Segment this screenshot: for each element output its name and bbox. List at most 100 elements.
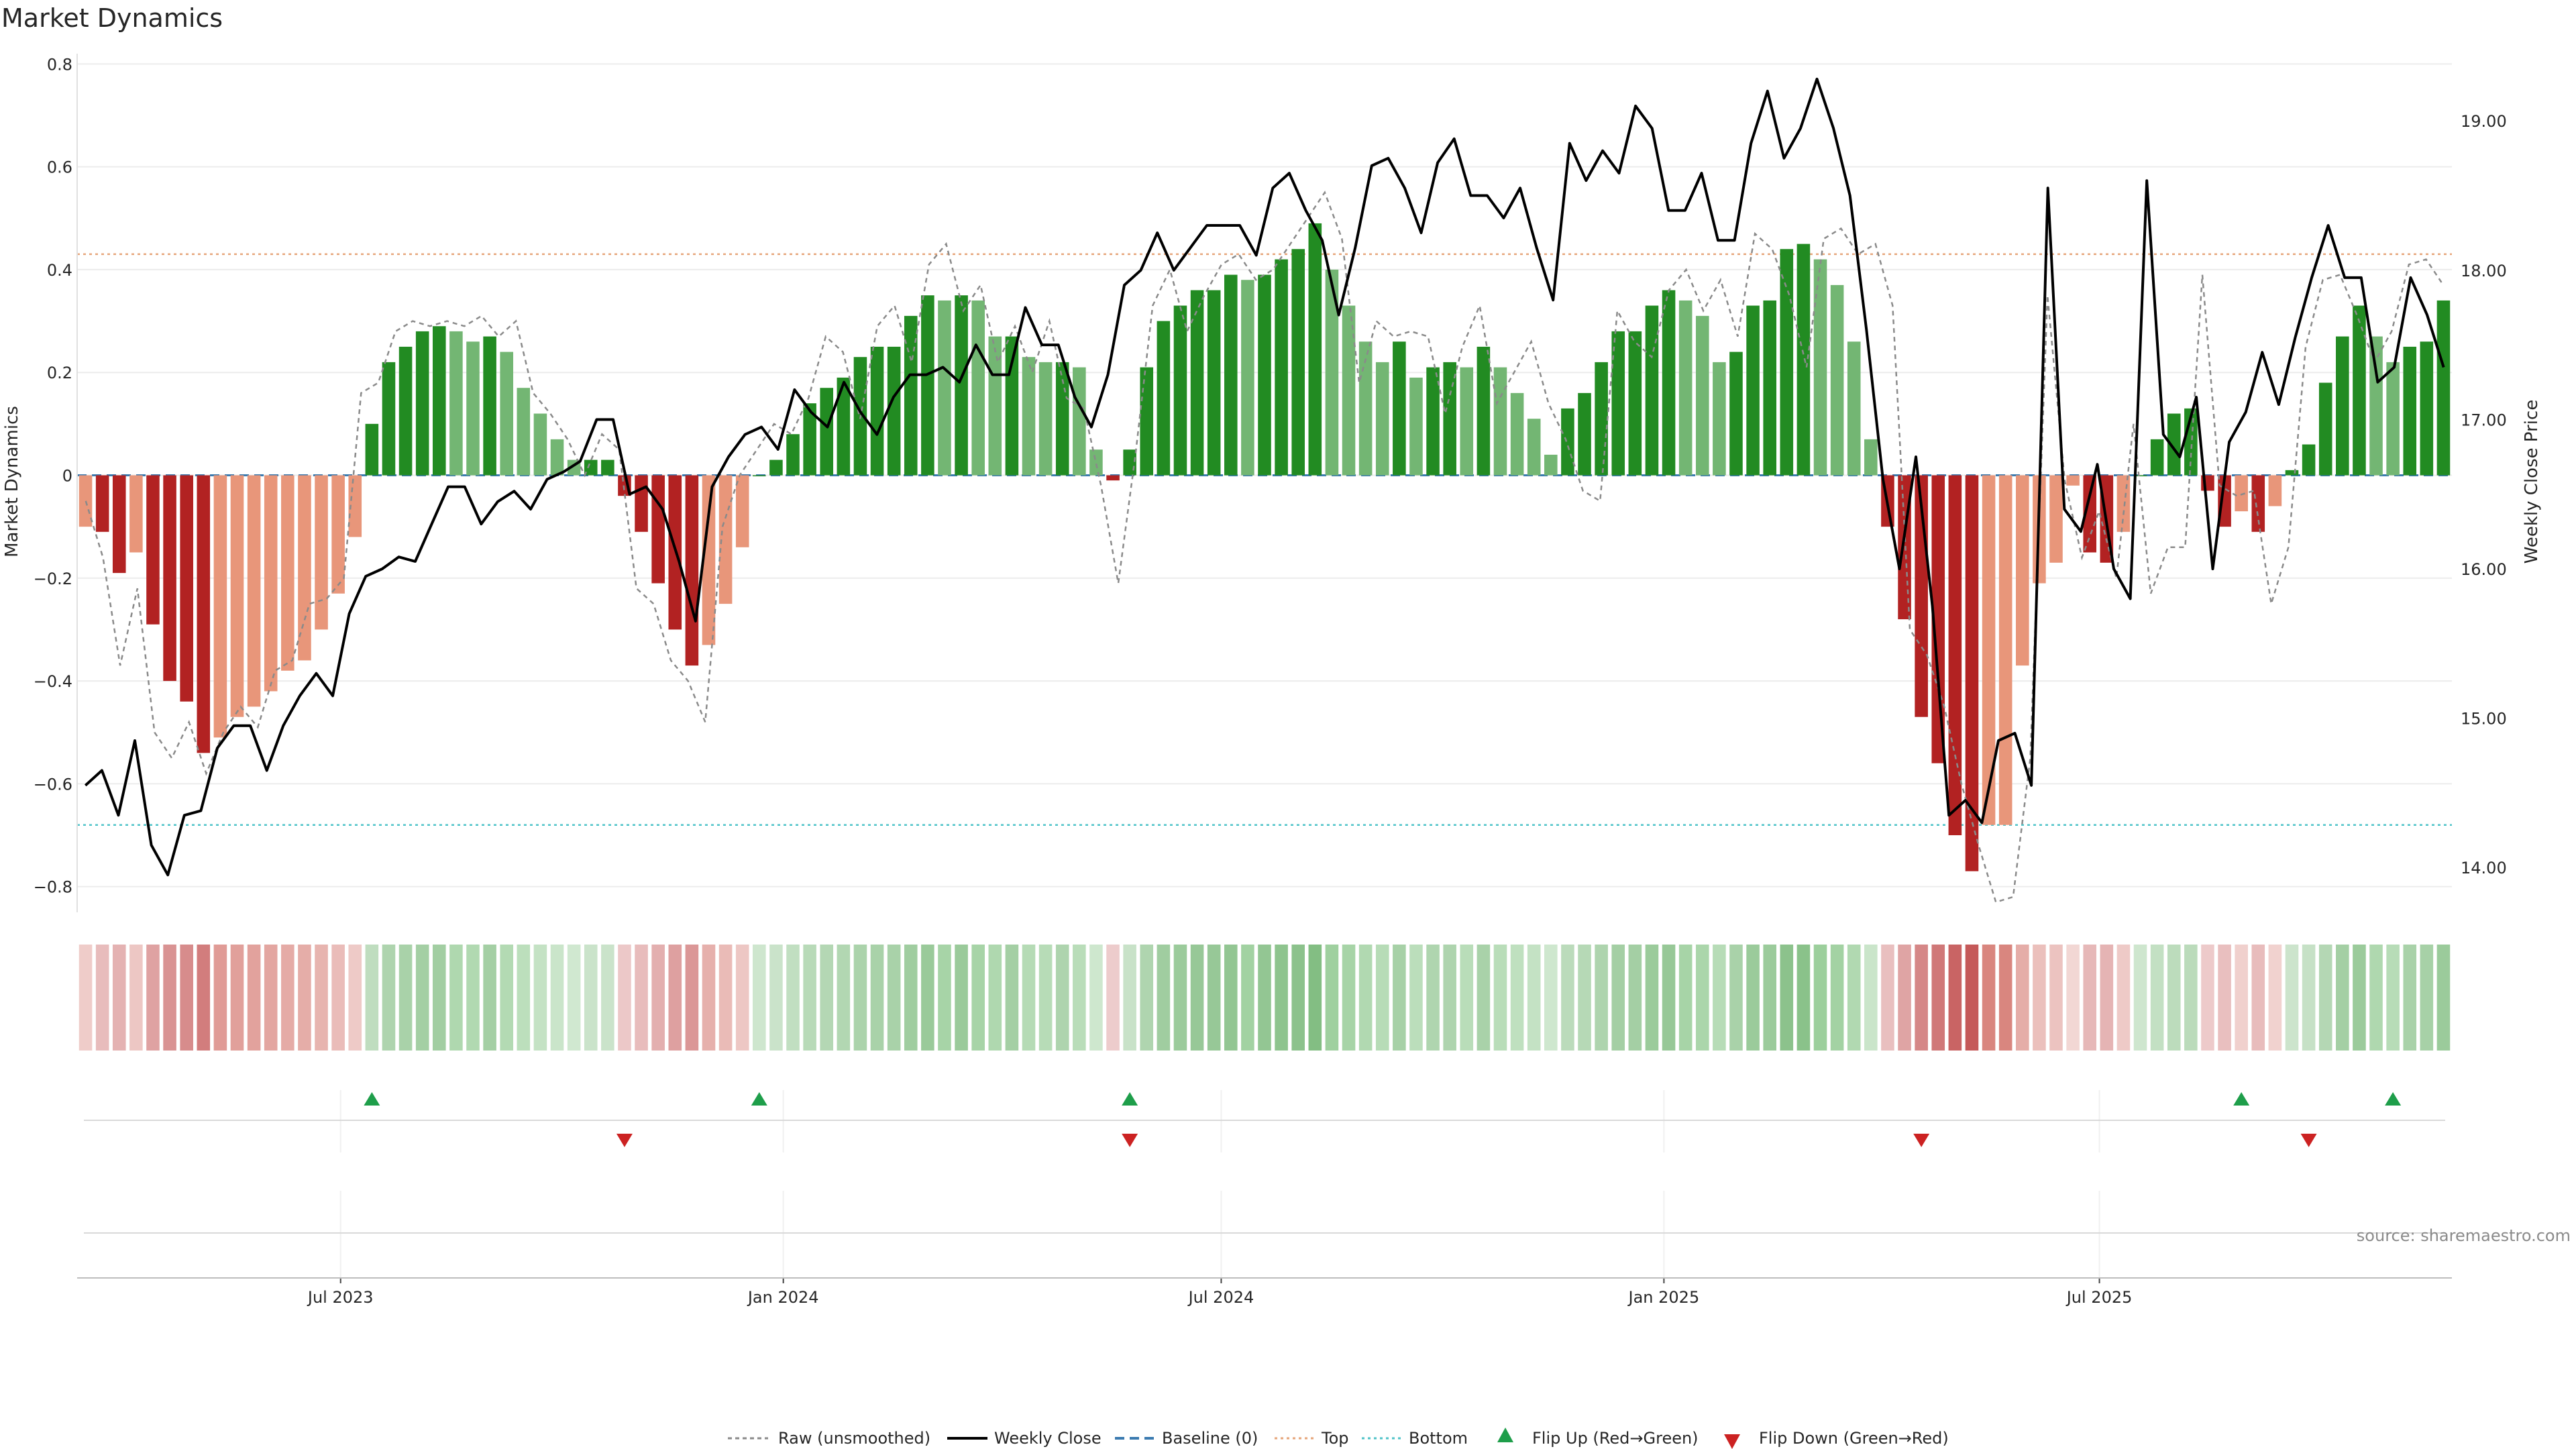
chart-title: Market Dynamics <box>1 3 223 33</box>
regime-cell <box>1578 945 1591 1051</box>
regime-cell <box>2386 945 2400 1051</box>
regime-cell <box>112 945 126 1051</box>
regime-cell <box>129 945 143 1051</box>
bar <box>2235 475 2248 512</box>
bar <box>1409 377 1423 476</box>
bar <box>415 331 429 476</box>
bar <box>2268 475 2282 506</box>
regime-cell <box>718 945 733 1051</box>
flip-markers <box>364 1092 2402 1147</box>
regime-cell <box>2436 945 2451 1051</box>
bar <box>2015 475 2029 666</box>
bar <box>1527 419 1541 476</box>
legend: Raw (unsmoothed) Weekly Close Baseline (… <box>728 1428 1949 1449</box>
bar <box>550 439 564 476</box>
bar <box>2403 346 2417 476</box>
regime-cell <box>2235 945 2248 1051</box>
bar <box>921 295 934 476</box>
regime-cell <box>1998 945 2012 1051</box>
regime-cell <box>1982 945 1996 1051</box>
y-tick-label-left: 0.8 <box>47 55 72 74</box>
regime-cell <box>517 945 531 1051</box>
bar <box>2116 475 2131 532</box>
bar <box>2285 470 2299 476</box>
weekly-close-line <box>84 77 2445 877</box>
y-tick-label-left: −0.8 <box>34 878 72 897</box>
regime-cell <box>533 945 547 1051</box>
bar <box>449 331 463 476</box>
bar <box>1611 331 1625 476</box>
bar <box>1746 305 1760 476</box>
x-tick-label: Jul 2024 <box>1187 1288 1254 1307</box>
bar <box>1375 362 1389 476</box>
regime-cell <box>2133 945 2147 1051</box>
regime-cell <box>1662 945 1676 1051</box>
bar <box>95 475 109 532</box>
bar <box>163 475 176 682</box>
regime-cell <box>78 945 93 1051</box>
flip-up-marker <box>2233 1092 2250 1106</box>
bar <box>584 460 598 476</box>
bar <box>1308 223 1322 476</box>
y-tick-label-right: 18.00 <box>2461 262 2507 280</box>
regime-cell <box>2033 945 2046 1051</box>
flip-down-marker <box>616 1134 633 1147</box>
bar <box>1561 408 1574 476</box>
bar <box>971 300 985 476</box>
flip-up-marker <box>364 1092 380 1106</box>
bar <box>685 475 699 666</box>
bar <box>2167 413 2181 476</box>
bar <box>1595 362 1608 476</box>
regime-cell <box>2403 945 2417 1051</box>
bar <box>1713 362 1726 476</box>
bar <box>1393 341 1406 476</box>
regime-cell <box>2066 945 2080 1051</box>
y-tick-label-right: 17.00 <box>2461 411 2507 429</box>
regime-cell <box>1813 945 1827 1051</box>
bar <box>146 475 160 625</box>
bar <box>2386 362 2400 476</box>
bar <box>230 475 244 717</box>
legend-flip-up-swatch <box>1497 1428 1513 1442</box>
bar <box>1055 362 1069 476</box>
regime-cell <box>769 945 783 1051</box>
y-tick-label-left: 0.4 <box>47 261 72 280</box>
regime-cell <box>1931 945 1945 1051</box>
regime-cell <box>651 945 665 1051</box>
regime-cell <box>702 945 716 1051</box>
bar <box>1695 315 1709 476</box>
bar <box>483 336 496 476</box>
flip-up-marker <box>2385 1092 2402 1106</box>
bar <box>955 295 968 476</box>
regime-cell <box>1275 945 1288 1051</box>
y-tick-label-left: 0 <box>62 467 72 486</box>
y-tick-label-left: 0.2 <box>47 364 72 382</box>
x-tick-label: Jul 2025 <box>2065 1288 2133 1307</box>
bar <box>769 460 783 476</box>
flip-down-marker <box>1913 1134 1930 1147</box>
bar <box>2251 475 2265 532</box>
bar <box>1173 305 1187 476</box>
regime-cell <box>1038 945 1053 1051</box>
regime-cell <box>635 945 648 1051</box>
x-tick-label: Jul 2023 <box>307 1288 374 1307</box>
bar <box>500 352 514 476</box>
bar <box>837 377 851 476</box>
regime-cell <box>1426 945 1440 1051</box>
bar <box>735 475 749 547</box>
regime-cell <box>1375 945 1389 1051</box>
regime-cell <box>2184 945 2198 1051</box>
bar <box>331 475 345 594</box>
bar <box>1628 331 1642 476</box>
regime-cell <box>938 945 951 1051</box>
regime-cell <box>904 945 918 1051</box>
bar <box>887 346 901 476</box>
axes: 0.8 0.6 0.4 0.2 0 −0.2 −0.4 −0.6 −0.8 19.00 18.00 1… <box>34 54 2507 1307</box>
bar <box>1965 475 1979 871</box>
legend-flip-up-label: Flip Up (Red→Green) <box>1532 1429 1699 1448</box>
bar <box>398 346 413 476</box>
bar <box>264 475 278 692</box>
bar <box>298 475 311 661</box>
bar <box>1258 274 1271 476</box>
